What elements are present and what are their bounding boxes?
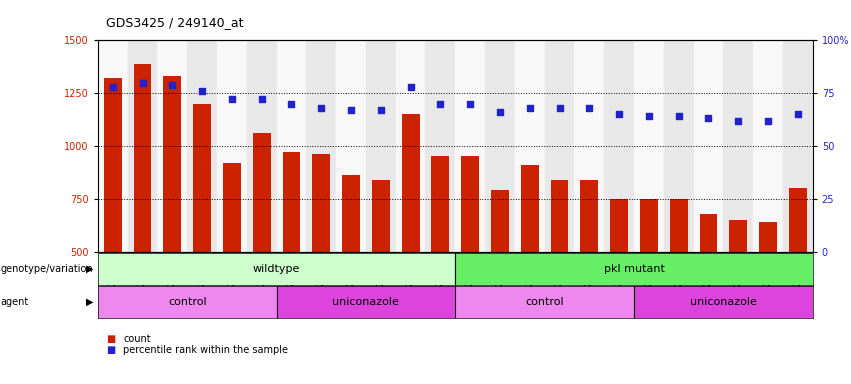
- Bar: [193, 104, 211, 357]
- Bar: [312, 154, 330, 357]
- Text: count: count: [123, 334, 151, 344]
- Bar: [634, 286, 813, 318]
- Point: [701, 115, 715, 121]
- Bar: [128, 40, 157, 252]
- Point: [225, 96, 238, 103]
- Point: [463, 101, 477, 107]
- Bar: [694, 40, 723, 252]
- Bar: [759, 222, 777, 357]
- Text: ▶: ▶: [86, 297, 94, 307]
- Bar: [461, 157, 479, 357]
- Bar: [545, 40, 574, 252]
- Point: [761, 118, 774, 124]
- Bar: [223, 163, 241, 357]
- Bar: [634, 40, 664, 252]
- Bar: [753, 40, 783, 252]
- Point: [196, 88, 209, 94]
- Point: [553, 105, 567, 111]
- Bar: [306, 40, 336, 252]
- Point: [582, 105, 596, 111]
- Bar: [247, 40, 277, 252]
- Bar: [431, 157, 449, 357]
- Bar: [664, 40, 694, 252]
- Text: wildtype: wildtype: [253, 264, 300, 274]
- Bar: [455, 286, 634, 318]
- Text: pkl mutant: pkl mutant: [603, 264, 665, 274]
- Point: [612, 111, 625, 118]
- Point: [791, 111, 805, 118]
- Point: [493, 109, 506, 115]
- Text: ▶: ▶: [86, 264, 94, 274]
- Point: [344, 107, 357, 113]
- Bar: [515, 40, 545, 252]
- Bar: [98, 253, 455, 285]
- Point: [106, 84, 119, 90]
- Text: uniconazole: uniconazole: [690, 297, 757, 307]
- Bar: [455, 40, 485, 252]
- Bar: [640, 199, 658, 357]
- Text: uniconazole: uniconazole: [333, 297, 399, 307]
- Bar: [253, 133, 271, 357]
- Bar: [426, 40, 455, 252]
- Bar: [783, 40, 813, 252]
- Bar: [98, 286, 277, 318]
- Text: genotype/variation: genotype/variation: [1, 264, 94, 274]
- Bar: [580, 180, 598, 357]
- Bar: [396, 40, 426, 252]
- Bar: [610, 199, 628, 357]
- Bar: [157, 40, 187, 252]
- Bar: [670, 199, 688, 357]
- Point: [672, 113, 686, 119]
- Bar: [283, 152, 300, 357]
- Bar: [277, 40, 306, 252]
- Text: percentile rank within the sample: percentile rank within the sample: [123, 345, 288, 355]
- Bar: [342, 175, 360, 357]
- Point: [374, 107, 387, 113]
- Bar: [521, 165, 539, 357]
- Text: ■: ■: [106, 334, 116, 344]
- Bar: [336, 40, 366, 252]
- Point: [255, 96, 269, 103]
- Bar: [98, 40, 128, 252]
- Point: [731, 118, 745, 124]
- Point: [165, 82, 179, 88]
- Bar: [366, 40, 396, 252]
- Bar: [491, 190, 509, 357]
- Text: ■: ■: [106, 345, 116, 355]
- Bar: [551, 180, 568, 357]
- Bar: [700, 214, 717, 357]
- Bar: [104, 78, 122, 357]
- Point: [523, 105, 536, 111]
- Point: [284, 101, 298, 107]
- Text: GDS3425 / 249140_at: GDS3425 / 249140_at: [106, 16, 244, 29]
- Text: control: control: [168, 297, 207, 307]
- Point: [136, 79, 150, 86]
- Text: control: control: [525, 297, 564, 307]
- Bar: [187, 40, 217, 252]
- Bar: [455, 253, 813, 285]
- Bar: [729, 220, 747, 357]
- Bar: [574, 40, 604, 252]
- Bar: [789, 188, 807, 357]
- Point: [642, 113, 655, 119]
- Bar: [604, 40, 634, 252]
- Bar: [372, 180, 390, 357]
- Point: [433, 101, 448, 107]
- Point: [403, 84, 417, 90]
- Text: agent: agent: [1, 297, 29, 307]
- Bar: [163, 76, 181, 357]
- Bar: [723, 40, 753, 252]
- Point: [315, 105, 328, 111]
- Bar: [217, 40, 247, 252]
- Bar: [485, 40, 515, 252]
- Bar: [402, 114, 420, 357]
- Bar: [277, 286, 455, 318]
- Bar: [134, 63, 151, 357]
